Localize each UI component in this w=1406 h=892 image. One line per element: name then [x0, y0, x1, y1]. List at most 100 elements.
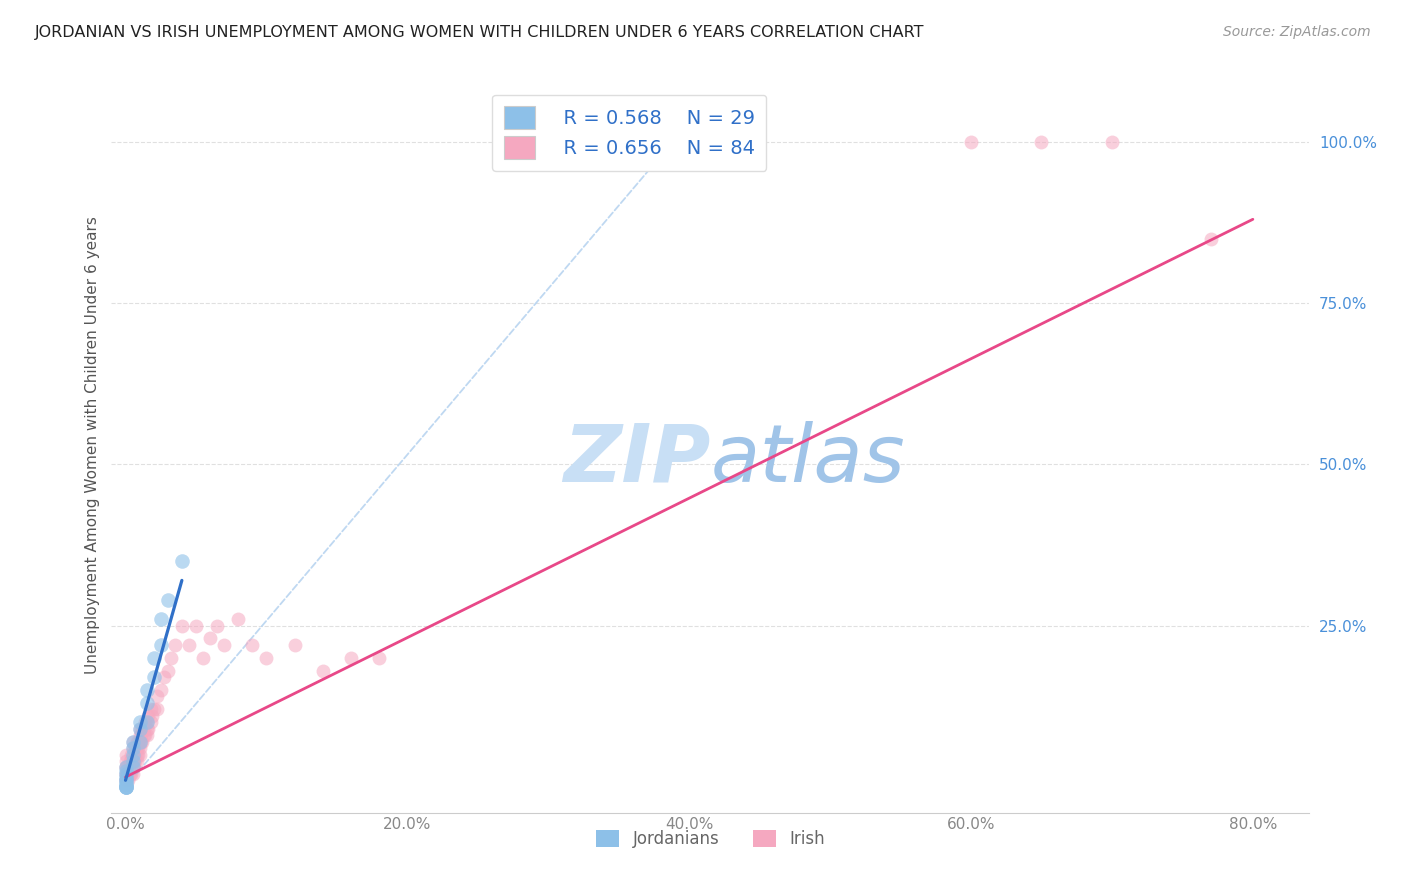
Point	[114, 776, 136, 790]
Point	[131, 722, 153, 736]
Point	[121, 767, 143, 781]
Point	[135, 722, 157, 736]
Point	[118, 754, 141, 768]
Point	[212, 638, 235, 652]
Point	[149, 638, 172, 652]
Point	[114, 776, 136, 790]
Point	[132, 728, 155, 742]
Point	[114, 747, 136, 762]
Point	[1031, 135, 1053, 149]
Point	[170, 554, 193, 568]
Point	[139, 702, 162, 716]
Point	[117, 773, 139, 788]
Point	[121, 734, 143, 748]
Point	[135, 696, 157, 710]
Point	[156, 592, 179, 607]
Point	[114, 760, 136, 774]
Point	[121, 760, 143, 774]
Point	[135, 683, 157, 698]
Point	[128, 722, 150, 736]
Text: Source: ZipAtlas.com: Source: ZipAtlas.com	[1223, 25, 1371, 39]
Point	[205, 618, 228, 632]
Point	[1199, 232, 1222, 246]
Point	[128, 722, 150, 736]
Point	[149, 612, 172, 626]
Point	[284, 638, 307, 652]
Point	[141, 708, 163, 723]
Point	[125, 747, 148, 762]
Point	[118, 767, 141, 781]
Point	[191, 650, 214, 665]
Point	[340, 650, 363, 665]
Point	[149, 683, 172, 698]
Point	[120, 767, 142, 781]
Point	[114, 780, 136, 794]
Point	[128, 741, 150, 756]
Point	[152, 670, 174, 684]
Point	[129, 728, 152, 742]
Point	[139, 715, 162, 730]
Point	[114, 773, 136, 788]
Point	[368, 650, 391, 665]
Point	[114, 780, 136, 794]
Point	[142, 650, 165, 665]
Point	[128, 734, 150, 748]
Point	[163, 638, 186, 652]
Point	[134, 715, 156, 730]
Point	[114, 773, 136, 788]
Point	[960, 135, 983, 149]
Point	[177, 638, 200, 652]
Point	[145, 702, 167, 716]
Y-axis label: Unemployment Among Women with Children Under 6 years: Unemployment Among Women with Children U…	[86, 216, 100, 674]
Point	[117, 767, 139, 781]
Point	[226, 612, 249, 626]
Point	[142, 670, 165, 684]
Point	[128, 747, 150, 762]
Point	[114, 780, 136, 794]
Point	[142, 702, 165, 716]
Point	[124, 741, 146, 756]
Point	[132, 722, 155, 736]
Point	[128, 715, 150, 730]
Point	[114, 767, 136, 781]
Text: JORDANIAN VS IRISH UNEMPLOYMENT AMONG WOMEN WITH CHILDREN UNDER 6 YEARS CORRELAT: JORDANIAN VS IRISH UNEMPLOYMENT AMONG WO…	[35, 25, 925, 40]
Point	[145, 690, 167, 704]
Point	[125, 734, 148, 748]
Point	[121, 741, 143, 756]
Point	[159, 650, 181, 665]
Point	[136, 708, 159, 723]
Legend:   R = 0.568    N = 29,   R = 0.656    N = 84: R = 0.568 N = 29, R = 0.656 N = 84	[492, 95, 766, 170]
Point	[128, 734, 150, 748]
Point	[114, 767, 136, 781]
Point	[114, 773, 136, 788]
Point	[128, 728, 150, 742]
Point	[129, 734, 152, 748]
Point	[127, 747, 149, 762]
Point	[254, 650, 277, 665]
Point	[120, 760, 142, 774]
Point	[131, 734, 153, 748]
Point	[114, 760, 136, 774]
Point	[156, 664, 179, 678]
Point	[136, 722, 159, 736]
Point	[114, 764, 136, 778]
Point	[127, 734, 149, 748]
Point	[114, 780, 136, 794]
Point	[170, 618, 193, 632]
Text: atlas: atlas	[710, 421, 905, 499]
Point	[125, 754, 148, 768]
Point	[121, 741, 143, 756]
Point	[122, 760, 145, 774]
Point	[118, 760, 141, 774]
Point	[135, 715, 157, 730]
Point	[114, 770, 136, 784]
Point	[121, 747, 143, 762]
Point	[121, 754, 143, 768]
Point	[120, 747, 142, 762]
Text: ZIP: ZIP	[562, 421, 710, 499]
Point	[114, 767, 136, 781]
Point	[135, 715, 157, 730]
Point	[121, 747, 143, 762]
Point	[198, 632, 221, 646]
Point	[114, 773, 136, 788]
